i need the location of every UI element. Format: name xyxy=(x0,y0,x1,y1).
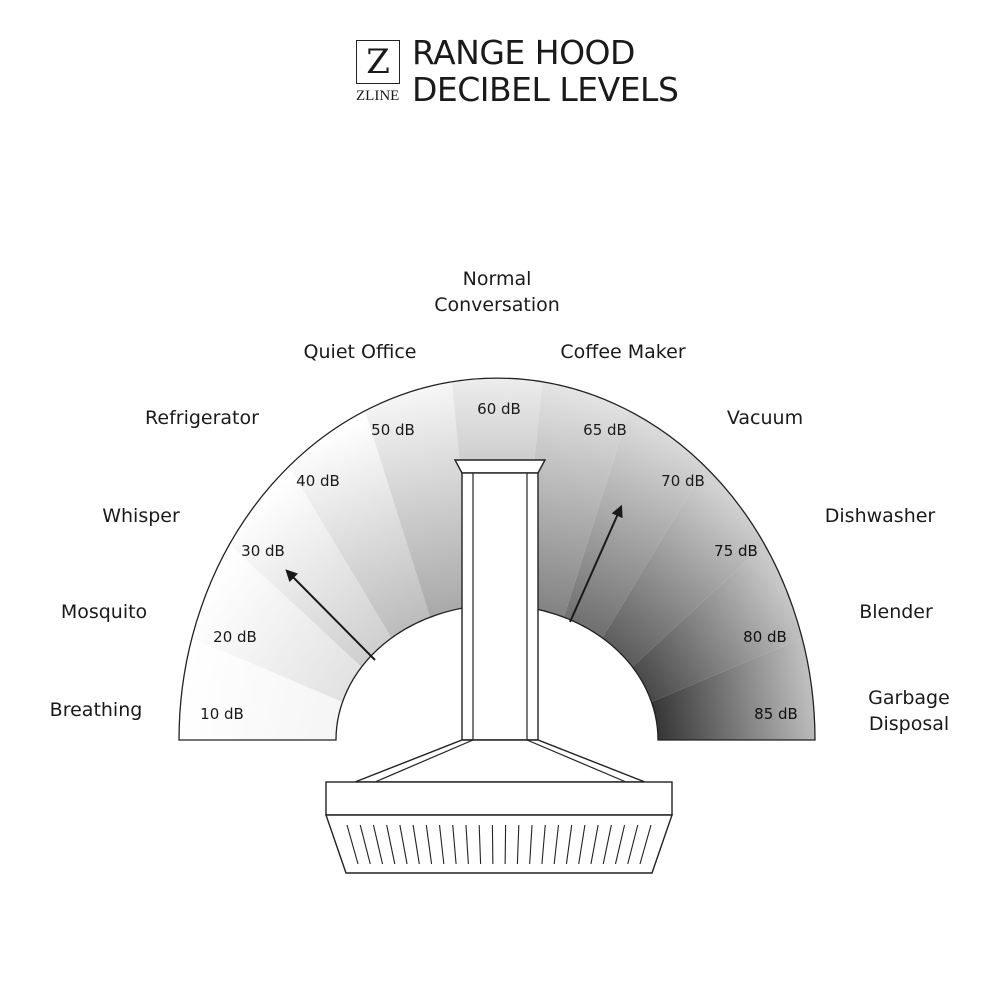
decibel-value-label: 75 dB xyxy=(714,542,758,560)
logo-letter: Z xyxy=(356,40,400,84)
noise-source-label: Whisper xyxy=(102,505,180,527)
gauge-segment xyxy=(179,638,343,740)
noise-source-label: Refrigerator xyxy=(145,407,259,429)
hood-vent-slat xyxy=(478,824,482,865)
gauge-segment xyxy=(651,638,815,740)
gauge-segment xyxy=(602,466,765,668)
decibel-value-label: 40 dB xyxy=(296,472,340,490)
hood-vent-slat xyxy=(465,824,469,865)
hood-vent-slat xyxy=(565,824,573,865)
decibel-value-label: 85 dB xyxy=(754,705,798,723)
hood-vent-slat xyxy=(399,824,408,865)
noise-source-label: Quiet Office xyxy=(303,341,417,363)
hood-vent-slat xyxy=(541,824,546,865)
page-title: RANGE HOOD DECIBEL LEVELS xyxy=(412,33,679,109)
decibel-value-label: 65 dB xyxy=(583,421,627,439)
gauge-segment xyxy=(229,466,392,668)
decibel-value-label: 70 dB xyxy=(661,472,705,490)
gauge-segment xyxy=(288,410,431,638)
decibel-value-label: 10 dB xyxy=(200,705,244,723)
hood-vent-slat xyxy=(516,824,520,865)
hood-filter-panel xyxy=(325,814,673,874)
hood-vent-slat xyxy=(412,824,420,865)
title-line-2: DECIBEL LEVELS xyxy=(412,70,679,109)
hood-vent-slat xyxy=(614,824,626,865)
hood-canopy xyxy=(354,739,646,783)
hood-vent-slat xyxy=(578,824,586,865)
decibel-value-label: 50 dB xyxy=(371,421,415,439)
hood-vent-slat xyxy=(553,824,560,865)
gauge-segment xyxy=(364,381,475,618)
arrow-high-range-icon xyxy=(569,504,623,623)
hood-vent-slat xyxy=(438,824,445,865)
arrow-low-range-icon xyxy=(285,569,376,661)
hood-vent-slat xyxy=(372,824,384,865)
noise-source-label: Normal Conversation xyxy=(434,268,560,316)
decibel-value-label: 20 dB xyxy=(213,628,257,646)
gauge-segment xyxy=(632,544,803,702)
hood-body xyxy=(325,781,673,816)
hood-vent-slat xyxy=(627,824,639,865)
logo-wordmark: ZLINE xyxy=(356,88,400,104)
hood-vent-slat xyxy=(529,824,533,865)
gauge-segment xyxy=(191,544,362,702)
hood-chimney-cap xyxy=(453,459,547,474)
decibel-value-label: 80 dB xyxy=(743,628,787,646)
hood-vent-slat xyxy=(346,824,359,865)
noise-source-label: Blender xyxy=(859,601,933,623)
noise-source-label: Dishwasher xyxy=(824,505,936,527)
gauge-segment xyxy=(563,410,706,638)
noise-source-label: Vacuum xyxy=(726,407,804,429)
gauge-segment xyxy=(519,381,630,618)
hood-vent-slat xyxy=(602,824,612,865)
noise-source-label: Garbage Disposal xyxy=(868,687,950,735)
hood-chimney xyxy=(461,472,539,741)
decibel-value-label: 60 dB xyxy=(477,400,521,418)
hood-vent-slat xyxy=(359,824,371,865)
noise-source-label: Mosquito xyxy=(60,601,148,623)
zline-logo: Z ZLINE xyxy=(356,40,402,106)
hood-canopy-line xyxy=(374,739,474,783)
gauge-outline xyxy=(178,377,816,741)
hood-vent-slat xyxy=(425,824,433,865)
noise-source-label: Coffee Maker xyxy=(560,341,686,363)
title-line-1: RANGE HOOD xyxy=(412,33,635,72)
hood-vent-slat xyxy=(386,824,396,865)
hood-vent-slat xyxy=(452,824,457,865)
decibel-value-label: 30 dB xyxy=(241,542,285,560)
hood-vent-slat xyxy=(590,824,599,865)
noise-source-label: Breathing xyxy=(49,699,143,721)
hood-vent-slat xyxy=(639,824,652,865)
hood-canopy-line xyxy=(526,739,627,783)
